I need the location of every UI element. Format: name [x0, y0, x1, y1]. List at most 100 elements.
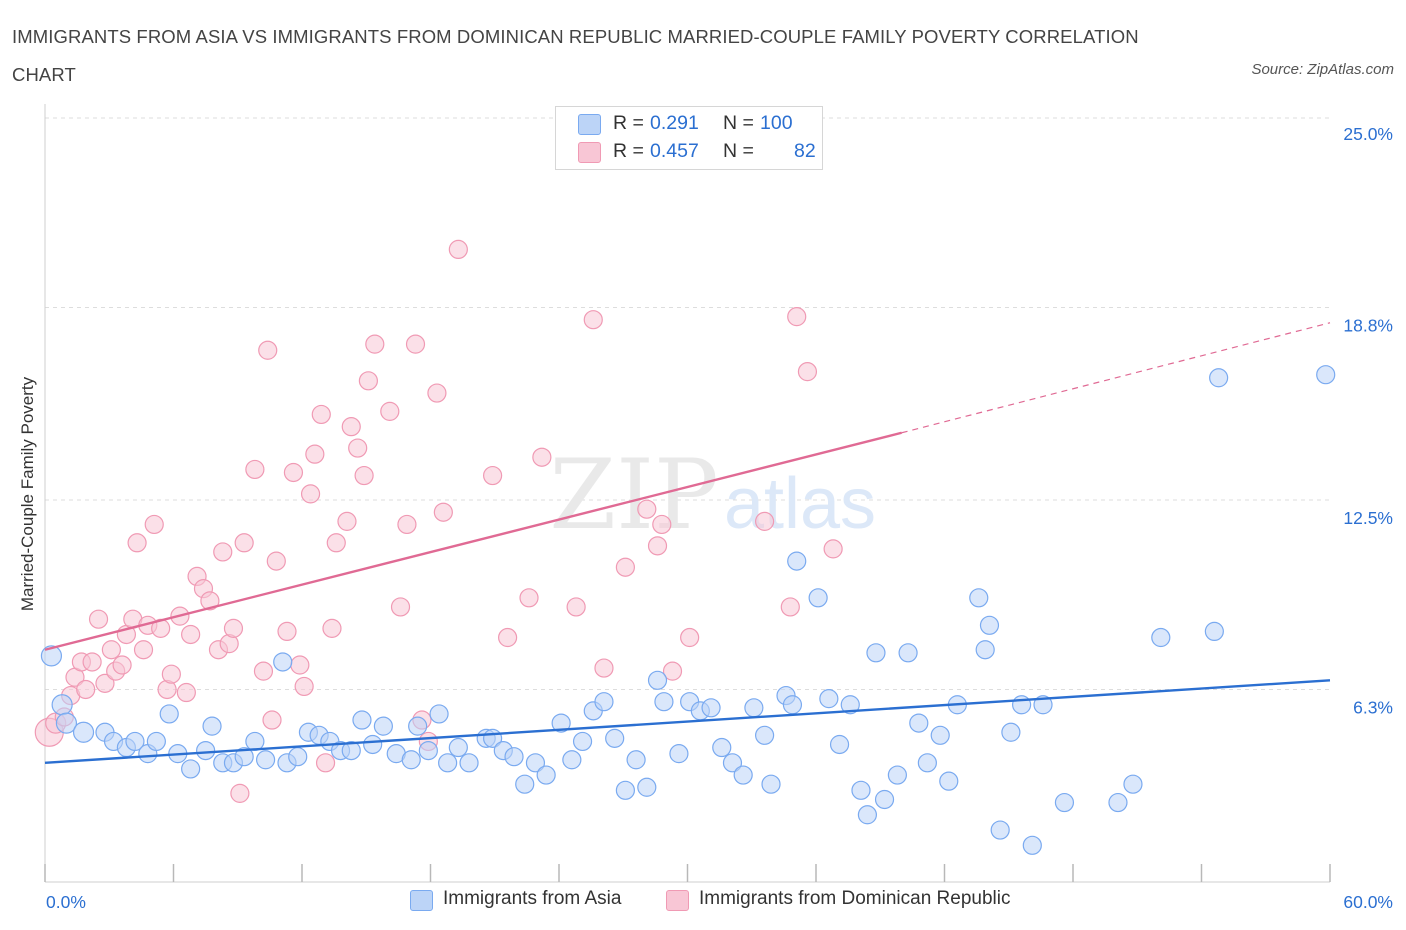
asia-point [930, 725, 950, 745]
dominican-point [433, 502, 453, 522]
x-tick-label-max: 60.0% [1343, 892, 1393, 912]
asia-point [525, 753, 546, 773]
source-note: Source: ZipAtlas.com [1251, 61, 1394, 78]
dominican-point [358, 371, 378, 391]
asia-point [605, 728, 625, 748]
y-axis-label: Married-Couple Family Poverty [18, 376, 37, 611]
asia-point [917, 753, 937, 773]
dominican-point [253, 661, 274, 681]
dominican-point [223, 618, 244, 638]
stats-legend: R = 0.291 N = 100 R = 0.457 N = 82 [555, 106, 823, 170]
dominican-point [427, 383, 447, 403]
dominican-point [341, 417, 361, 437]
y-tick-label: 12.5% [1343, 508, 1393, 528]
dominican-point [780, 597, 800, 617]
dominican-point [112, 655, 132, 675]
asia-point [408, 716, 428, 736]
asia-point [72, 721, 95, 743]
x-tick-label-min: 0.0% [46, 892, 86, 912]
asia-point [196, 740, 216, 761]
dominican-point [532, 447, 552, 467]
legend-label: Immigrants from Asia [443, 888, 622, 909]
asia-point [536, 765, 556, 785]
dominican-point [637, 499, 657, 519]
asia-point [125, 731, 145, 752]
dominican-point [823, 539, 843, 559]
asia-point [562, 750, 582, 770]
asia-point [787, 551, 807, 571]
dominican-swatch [578, 142, 601, 163]
asia-point [401, 750, 421, 770]
n-key: N = [723, 140, 754, 162]
watermark-atlas: atlas [724, 464, 876, 544]
asia-point [975, 640, 995, 660]
dominican-point [326, 533, 346, 553]
grid-layer [45, 117, 1330, 690]
dominican-point [583, 310, 603, 330]
asia-swatch [410, 890, 433, 911]
asia-point [637, 777, 657, 797]
dominican-point [322, 618, 342, 638]
dominican-point [380, 401, 400, 421]
dominican-point [348, 438, 368, 458]
dominican-trendline-extension [901, 322, 1331, 434]
dominican-point [647, 536, 668, 556]
dominican-point [652, 514, 672, 535]
dominican-point [365, 334, 385, 354]
asia-point [615, 780, 635, 800]
asia-point [255, 750, 276, 770]
dominican-point [311, 404, 331, 425]
dominican-swatch [666, 890, 689, 911]
asia-point [626, 750, 646, 770]
series-legend: Immigrants from Asia Immigrants from Dom… [0, 888, 1406, 918]
asia-point [819, 689, 839, 709]
dominican-point [133, 640, 154, 660]
dominican-point [95, 673, 115, 693]
dominican-point [337, 511, 357, 531]
asia-point [1001, 722, 1021, 742]
dominican-point [754, 511, 775, 531]
asia-point [1123, 774, 1143, 794]
asia-point [722, 753, 743, 773]
dominican-point [354, 465, 374, 486]
asia-point [1204, 621, 1224, 642]
dominican-point [213, 542, 233, 562]
dominican-point [797, 362, 818, 382]
n-value: 82 [794, 140, 816, 162]
asia-point [990, 820, 1010, 840]
dominican-point [405, 334, 426, 354]
asia-point [448, 737, 468, 758]
dominican-point [266, 551, 286, 571]
asia-point [40, 645, 63, 667]
asia-point [1209, 368, 1229, 388]
dominican-point [397, 514, 417, 535]
asia-point [1151, 627, 1171, 648]
dominican-point [176, 682, 196, 703]
dominican-point [245, 459, 265, 480]
dominican-point [258, 340, 278, 360]
asia-point [1316, 365, 1336, 385]
asia-point [459, 753, 479, 773]
asia-point [782, 695, 803, 715]
trend-layer [44, 322, 1331, 765]
asia-point [51, 694, 73, 716]
dominican-point [594, 658, 614, 678]
dominican-point [181, 624, 201, 645]
asia-point [733, 765, 753, 785]
dominican-point [787, 307, 807, 327]
asia-point [829, 734, 850, 755]
asia-swatch [578, 114, 601, 135]
dominican-point [483, 465, 503, 486]
asia-point [1033, 695, 1053, 715]
asia-point [504, 747, 524, 767]
watermark-zip: ZIP [549, 439, 718, 551]
asia-point [202, 716, 222, 736]
asia-point [551, 713, 571, 733]
asia-point [840, 695, 860, 715]
watermark: ZIP atlas [549, 439, 876, 551]
dominican-point [680, 627, 700, 648]
asia-point [572, 731, 593, 752]
dominican-point [82, 652, 102, 672]
r-value: 0.291 [650, 112, 699, 134]
